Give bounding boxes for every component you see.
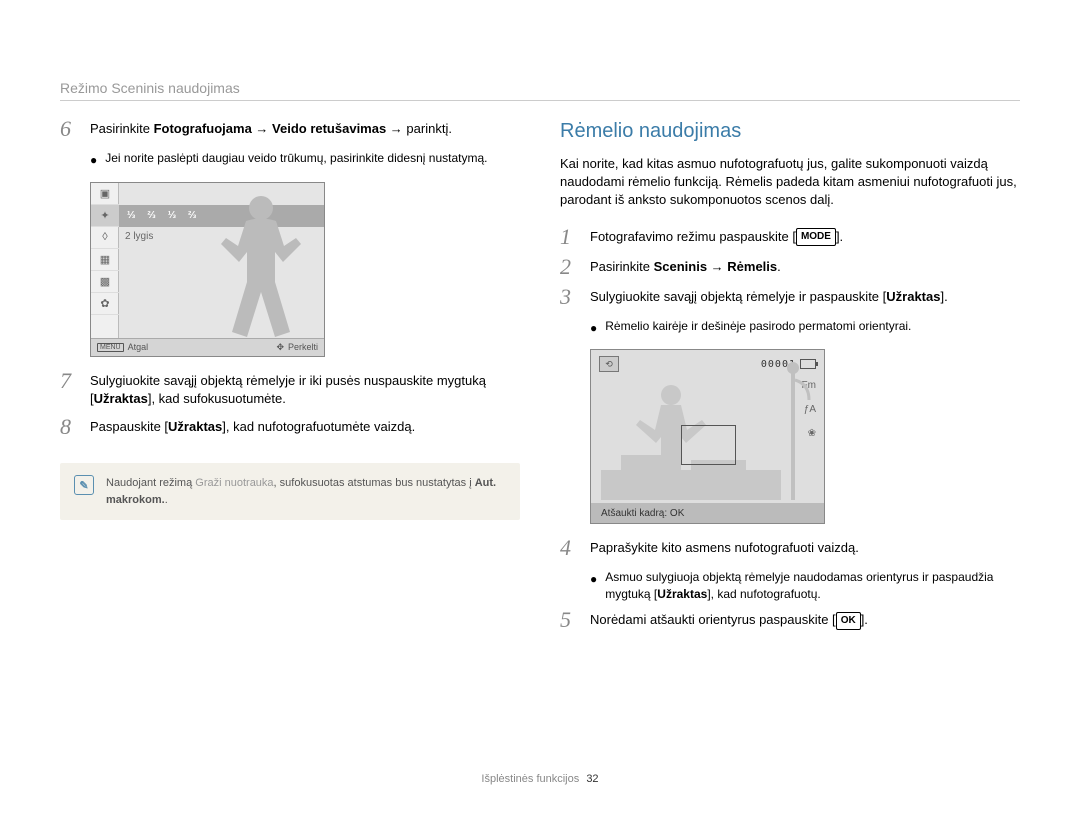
bullet-text: Asmuo sulygiuoja objektą rėmelyje naudod… <box>605 569 1020 603</box>
text: Norėdami atšaukti orientyrus paspauskite… <box>590 612 836 627</box>
bottom-bar: Atšaukti kadrą: OK <box>591 503 824 523</box>
footer: Išplėstinės funkcijos 32 <box>0 773 1080 785</box>
step-text: Paprašykite kito asmens nufotografuoti v… <box>590 539 1020 557</box>
slider-tick: ⅓ <box>127 210 135 221</box>
step-number: 3 <box>560 286 582 308</box>
text: Perkelti <box>288 342 318 352</box>
sidebar: ▣ ✦ ◊ ▦ ▩ ✿ <box>91 183 119 338</box>
silhouette <box>206 191 316 338</box>
bullet-dot: ● <box>590 320 597 337</box>
right-column: Rėmelio naudojimas Kai norite, kad kitas… <box>560 120 1020 641</box>
move-label: ✥ Perkelti <box>276 342 318 353</box>
text: ], kad nufotografuotumėte vaizdą. <box>222 419 415 434</box>
text-bold: Užraktas <box>886 289 940 304</box>
header-rule <box>60 100 1020 101</box>
text-light: Graži nuotrauka <box>195 477 273 489</box>
cancel-frame-label: Atšaukti kadrą: OK <box>601 508 684 519</box>
content-columns: 6 Pasirinkite Fotografuojama → Veido ret… <box>60 120 1020 641</box>
text: ]. <box>861 612 868 627</box>
text: Atgal <box>128 342 149 352</box>
text: Paspauskite [ <box>90 419 168 434</box>
step-text: Pasirinkite Fotografuojama → Veido retuš… <box>90 120 520 138</box>
step-3: 3 Sulygiuokite savąjį objektą rėmelyje i… <box>560 288 1020 308</box>
note-icon: ✎ <box>74 475 94 495</box>
step-text: Fotografavimo režimu paspauskite [MODE]. <box>590 228 1020 247</box>
menu-tag: MENU <box>97 343 124 352</box>
step-number: 2 <box>560 256 582 278</box>
camera-screenshot-1: ▣ ✦ ◊ ▦ ▩ ✿ ⅓ ⅔ ⅓ ⅔ 2 lygis MENU <box>90 182 325 357</box>
sidebar-icon: ▩ <box>91 271 119 293</box>
step-1: 1 Fotografavimo režimu paspauskite [MODE… <box>560 228 1020 248</box>
step-text: Pasirinkite Sceninis → Rėmelis. <box>590 258 1020 276</box>
step-7: 7 Sulygiuokite savąjį objektą rėmelyje i… <box>60 372 520 408</box>
text: Pasirinkite <box>90 121 154 136</box>
bullet-dot: ● <box>90 152 97 169</box>
focus-frame <box>681 425 736 465</box>
step-5: 5 Norėdami atšaukti orientyrus paspauski… <box>560 611 1020 631</box>
text-bold: Užraktas <box>657 587 707 601</box>
text: Pasirinkite <box>590 259 654 274</box>
bullet: ● Asmuo sulygiuoja objektą rėmelyje naud… <box>590 569 1020 603</box>
sidebar-icon: ✿ <box>91 293 119 315</box>
slider-tick: ⅔ <box>188 210 196 221</box>
sidebar-icon-active: ✦ <box>91 205 119 227</box>
slider-tick: ⅔ <box>147 210 155 221</box>
intro-text: Kai norite, kad kitas asmuo nufotografuo… <box>560 155 1020 210</box>
text-bold: Užraktas <box>168 419 222 434</box>
footer-section: Išplėstinės funkcijos <box>481 773 579 785</box>
text: ]. <box>940 289 947 304</box>
step-text: Norėdami atšaukti orientyrus paspauskite… <box>590 611 1020 630</box>
step-text: Sulygiuokite savąjį objektą rėmelyje ir … <box>90 372 520 408</box>
page-header: Režimo Sceninis naudojimas <box>60 80 240 96</box>
bottom-bar: MENU Atgal ✥ Perkelti <box>91 338 324 356</box>
text: . <box>165 494 168 506</box>
text: ], kad sufokusuotumėte. <box>148 391 286 406</box>
step-number: 7 <box>60 370 82 392</box>
step-number: 1 <box>560 226 582 248</box>
nav-icon: ✥ <box>276 342 284 353</box>
left-column: 6 Pasirinkite Fotografuojama → Veido ret… <box>60 120 520 641</box>
text: . <box>777 259 781 274</box>
text-bold: Sceninis → Rėmelis <box>654 259 778 274</box>
sidebar-icon: ▦ <box>91 249 119 271</box>
step-number: 5 <box>560 609 582 631</box>
bullet-dot: ● <box>590 571 597 588</box>
page-number: 32 <box>586 773 598 785</box>
ok-button-label: OK <box>836 612 861 630</box>
bullet-text: Rėmelio kairėje ir dešinėje pasirodo per… <box>605 318 911 335</box>
level-label: 2 lygis <box>125 231 153 242</box>
text-bold: Užraktas <box>94 391 148 406</box>
section-title: Rėmelio naudojimas <box>560 120 1020 143</box>
sidebar-icon: ◊ <box>91 227 119 249</box>
step-text: Paspauskite [Užraktas], kad nufotografuo… <box>90 418 520 436</box>
mode-button-label: MODE <box>796 228 836 246</box>
note-box: ✎ Naudojant režimą Graži nuotrauka, sufo… <box>60 463 520 520</box>
bullet: ● Rėmelio kairėje ir dešinėje pasirodo p… <box>590 318 1020 337</box>
back-label: MENU Atgal <box>97 342 148 352</box>
step-number: 8 <box>60 416 82 438</box>
step-6: 6 Pasirinkite Fotografuojama → Veido ret… <box>60 120 520 140</box>
slider-tick: ⅓ <box>168 210 176 221</box>
step-number: 4 <box>560 537 582 559</box>
text: ]. <box>836 229 843 244</box>
bullet: ● Jei norite paslėpti daugiau veido trūk… <box>90 150 520 169</box>
step-2: 2 Pasirinkite Sceninis → Rėmelis. <box>560 258 1020 278</box>
text: parinktį. <box>403 121 452 136</box>
step-8: 8 Paspauskite [Užraktas], kad nufotograf… <box>60 418 520 438</box>
step-4: 4 Paprašykite kito asmens nufotografuoti… <box>560 539 1020 559</box>
text-bold: Fotografuojama → Veido retušavimas → <box>154 121 403 136</box>
text: Sulygiuokite savąjį objektą rėmelyje ir … <box>590 289 886 304</box>
bullet-text: Jei norite paslėpti daugiau veido trūkum… <box>105 150 487 167</box>
text: Naudojant režimą <box>106 477 195 489</box>
text: Fotografavimo režimu paspauskite [ <box>590 229 796 244</box>
note-text: Naudojant režimą Graži nuotrauka, sufoku… <box>106 475 506 508</box>
step-number: 6 <box>60 118 82 140</box>
text: ], kad nufotografuotų. <box>707 587 820 601</box>
sidebar-icon: ▣ <box>91 183 119 205</box>
step-text: Sulygiuokite savąjį objektą rėmelyje ir … <box>590 288 1020 306</box>
text: , sufokusuotas atstumas bus nustatytas į <box>274 477 475 489</box>
camera-screenshot-2: ⟲ 00001 Fm ƒA ❀ <box>590 349 825 524</box>
